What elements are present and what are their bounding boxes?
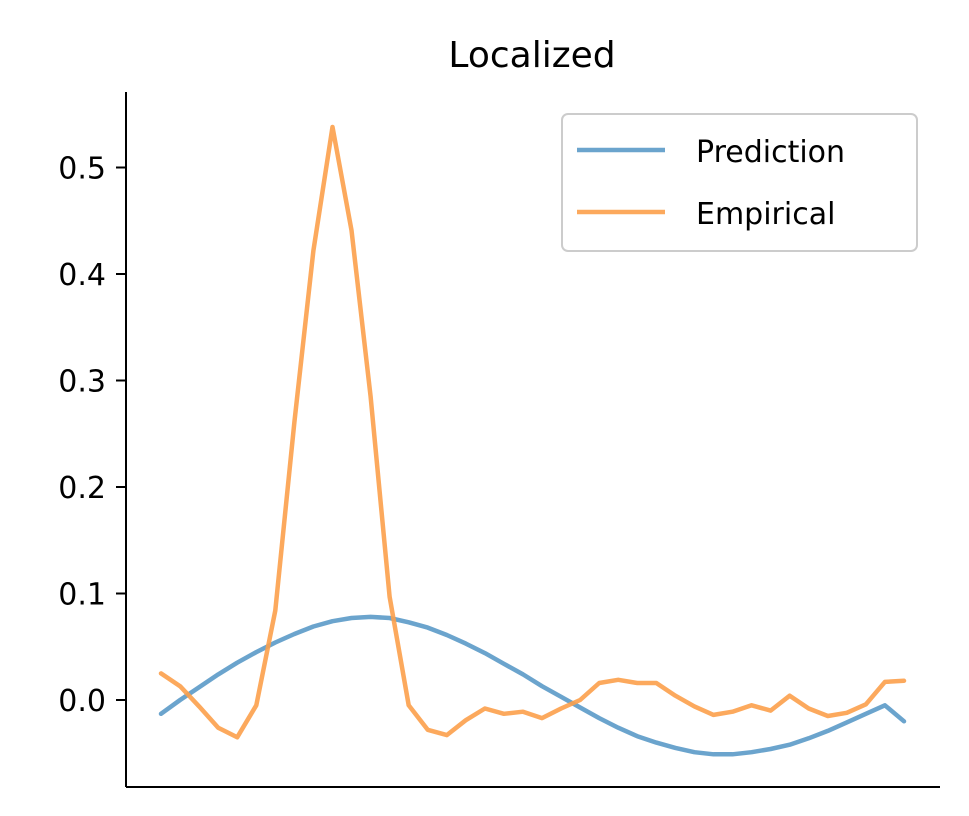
chart-title: Localized [448,35,615,76]
y-tick-label: 0.4 [58,258,106,293]
series-lines [158,124,907,757]
series-line-prediction [158,614,907,757]
y-tick-label: 0.3 [58,365,106,400]
y-tick-label: 0.0 [58,684,106,719]
legend-label-empirical: Empirical [696,197,835,232]
legend-label-prediction: Prediction [696,135,845,170]
y-tick-label: 0.1 [58,578,106,613]
plot-area: 0.0 0.1 0.2 0.3 0.4 0.5 [58,92,940,788]
y-ticks: 0.0 0.1 0.2 0.3 0.4 0.5 [58,152,126,719]
y-tick-label: 0.2 [58,471,106,506]
series-line-empirical [158,124,907,740]
y-tick-label: 0.5 [58,152,106,187]
legend: Prediction Empirical [561,113,918,252]
